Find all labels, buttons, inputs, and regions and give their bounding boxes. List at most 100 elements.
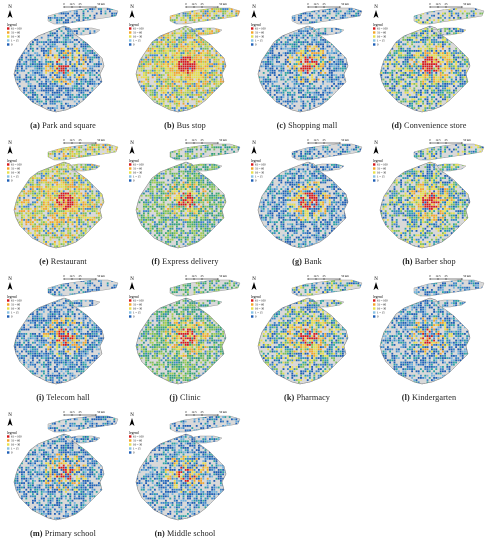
- density-cell: [160, 109, 163, 112]
- density-cell: [280, 43, 283, 46]
- density-cell: [211, 36, 213, 39]
- density-cell: [71, 36, 74, 39]
- density-cell: [21, 98, 23, 101]
- density-cell: [326, 17, 329, 19]
- density-cell: [67, 45, 69, 48]
- density-cell: [350, 25, 353, 28]
- density-cell: [115, 43, 118, 46]
- density-cell: [189, 91, 191, 94]
- density-cell: [156, 83, 158, 85]
- density-cell: [18, 85, 21, 87]
- density-cell: [222, 17, 224, 19]
- density-cell: [205, 114, 207, 116]
- density-cell: [284, 63, 287, 65]
- density-cell: [51, 54, 54, 57]
- density-cell: [69, 76, 72, 79]
- density-cell: [109, 23, 111, 26]
- density-cell: [271, 85, 274, 87]
- density-cell: [324, 10, 327, 13]
- density-cell: [267, 98, 269, 101]
- density-cell: [76, 65, 78, 68]
- density-cell: [84, 21, 87, 24]
- density-cell: [324, 105, 327, 107]
- density-cell: [154, 72, 156, 74]
- density-cell: [300, 100, 302, 103]
- density-cell: [209, 30, 211, 32]
- density-cell: [213, 14, 216, 17]
- density-cell: [191, 34, 194, 37]
- density-cell: [40, 45, 43, 48]
- density-cell: [233, 39, 235, 41]
- density-cell: [339, 14, 342, 17]
- density-cell: [206, 61, 209, 63]
- density-cell: [320, 109, 322, 112]
- density-cell: [29, 56, 32, 59]
- density-cell: [162, 61, 165, 63]
- density-cell: [267, 61, 269, 63]
- density-cell: [211, 109, 213, 112]
- density-cell: [71, 34, 74, 37]
- density-cell: [14, 43, 17, 46]
- density-cell: [82, 69, 85, 72]
- density-cell: [45, 30, 47, 32]
- density-cell: [134, 96, 136, 98]
- density-cell: [80, 54, 83, 57]
- density-cell: [317, 30, 320, 32]
- density-cell: [71, 72, 74, 74]
- density-cell: [256, 72, 258, 74]
- density-cell: [461, 12, 464, 15]
- density-cell: [138, 69, 141, 72]
- density-cell: [167, 45, 169, 48]
- density-cell: [149, 61, 152, 63]
- density-cell: [291, 39, 294, 41]
- density-cell: [106, 36, 109, 39]
- density-cell: [45, 6, 47, 8]
- density-cell: [191, 78, 194, 81]
- density-cell: [287, 61, 289, 63]
- density-cell: [40, 41, 43, 43]
- density-cell: [14, 105, 17, 107]
- density-cell: [348, 32, 351, 35]
- density-cell: [21, 114, 23, 116]
- density-cell: [313, 65, 316, 68]
- density-cell: [173, 83, 176, 85]
- density-cell: [104, 91, 107, 94]
- density-cell: [117, 102, 118, 105]
- density-cell: [56, 45, 58, 48]
- density-cell: [267, 100, 269, 103]
- density-cell: [289, 34, 291, 37]
- density-cell: [273, 72, 276, 74]
- density-cell: [43, 12, 45, 15]
- density-cell: [348, 25, 351, 28]
- density-cell: [154, 63, 156, 65]
- density-cell: [237, 52, 240, 54]
- density-cell: [311, 58, 313, 61]
- density-cell: [180, 85, 183, 87]
- density-cell: [304, 17, 307, 19]
- density-cell: [198, 23, 200, 26]
- density-cell: [300, 91, 302, 94]
- density-cell: [202, 87, 205, 90]
- density-cell: [145, 105, 147, 107]
- density-cell: [143, 83, 145, 85]
- scale-tick-label: 25: [201, 2, 205, 6]
- density-cell: [140, 58, 143, 61]
- density-cell: [289, 63, 291, 65]
- density-cell: [43, 54, 45, 57]
- density-cell: [315, 63, 318, 65]
- density-cell: [18, 8, 21, 10]
- density-cell: [269, 89, 272, 92]
- density-cell: [306, 23, 309, 26]
- density-cell: [67, 94, 69, 96]
- density-cell: [162, 47, 165, 50]
- density-cell: [100, 109, 102, 112]
- density-cell: [273, 14, 276, 17]
- density-cell: [98, 21, 100, 24]
- density-cell: [21, 47, 23, 50]
- density-cell: [304, 72, 307, 74]
- density-cell: [448, 12, 451, 15]
- density-cell: [151, 72, 154, 74]
- density-cell: [189, 65, 191, 68]
- density-cell: [200, 14, 202, 17]
- density-cell: [306, 14, 309, 17]
